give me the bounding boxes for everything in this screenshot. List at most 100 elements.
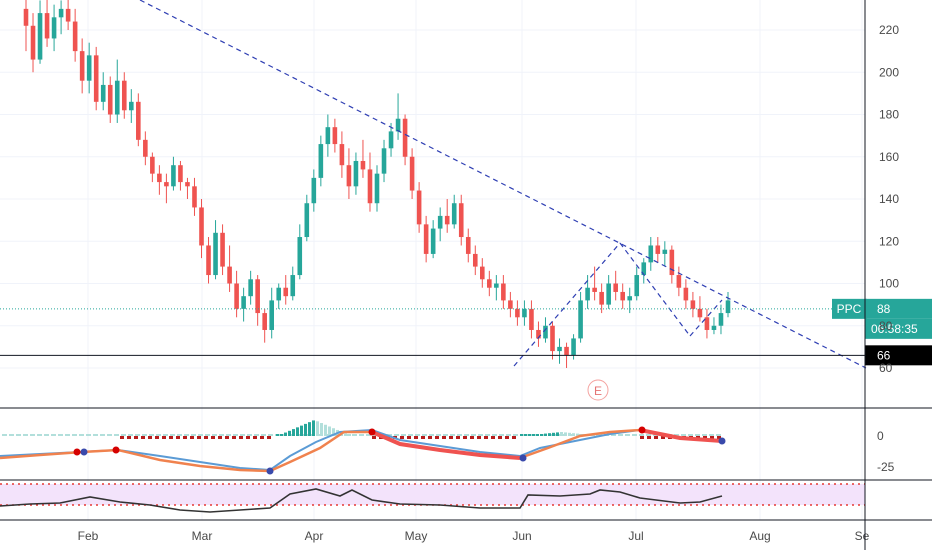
osc-hist-bar bbox=[292, 429, 295, 436]
osc-hist-dash bbox=[625, 434, 630, 436]
price-tick-label: 140 bbox=[879, 192, 899, 206]
candle-body bbox=[185, 182, 190, 187]
candle-body bbox=[472, 253, 478, 267]
osc-hist-dash bbox=[163, 434, 168, 436]
candle-body bbox=[297, 237, 303, 276]
osc-hist-bar bbox=[288, 430, 291, 436]
candle-body bbox=[164, 182, 169, 187]
osc-hist-bar bbox=[332, 428, 335, 436]
osc-hist-bar bbox=[528, 434, 531, 436]
candle-body bbox=[23, 8, 29, 26]
osc-hist-dash bbox=[212, 434, 217, 436]
osc-hist-bar bbox=[470, 436, 474, 439]
candle-body bbox=[487, 279, 492, 288]
time-tick-label: Mar bbox=[192, 529, 213, 543]
osc-hist-bar bbox=[564, 432, 567, 436]
osc-hist-bar bbox=[556, 432, 559, 436]
earnings-marker-label: E bbox=[594, 384, 602, 398]
candle-body bbox=[339, 144, 345, 166]
osc-hist-bar bbox=[647, 436, 651, 439]
osc-hist-dash bbox=[352, 434, 357, 436]
candle-body bbox=[262, 313, 267, 330]
osc-hist-bar bbox=[449, 436, 453, 439]
candle-body bbox=[178, 165, 183, 183]
osc-hist-bar bbox=[477, 436, 481, 439]
osc-hist-bar bbox=[204, 436, 208, 439]
osc-cross-dot bbox=[638, 426, 646, 434]
osc-hist-dash bbox=[107, 434, 112, 436]
osc-hist-bar bbox=[524, 434, 527, 436]
candle-body bbox=[501, 283, 506, 301]
time-tick-label: May bbox=[405, 529, 428, 543]
osc-hist-bar bbox=[148, 436, 152, 439]
candle-body bbox=[157, 173, 162, 183]
candle-body bbox=[234, 283, 239, 309]
osc-hist-dash bbox=[394, 434, 399, 436]
candle-body bbox=[704, 317, 710, 330]
osc-hist-dash bbox=[121, 434, 126, 436]
osc-hist-bar bbox=[316, 421, 319, 436]
osc-cross-dot bbox=[519, 454, 527, 462]
osc-hist-dash bbox=[639, 434, 644, 436]
osc-hist-dash bbox=[254, 434, 259, 436]
osc-hist-dash bbox=[219, 434, 224, 436]
osc-hist-bar bbox=[218, 436, 222, 439]
osc-hist-bar bbox=[246, 436, 250, 439]
price-tick-label: 180 bbox=[879, 108, 899, 122]
candle-body bbox=[241, 296, 246, 309]
osc-fast-line bbox=[0, 428, 723, 473]
candle-body bbox=[311, 177, 317, 204]
osc-bear-segment bbox=[371, 430, 521, 460]
osc-hist-dash bbox=[72, 434, 77, 436]
osc-hist-dash bbox=[429, 434, 434, 436]
osc-hist-bar bbox=[304, 423, 307, 436]
candle-body bbox=[269, 300, 274, 330]
osc-tick-label: -25 bbox=[877, 460, 895, 474]
candle-body bbox=[662, 249, 668, 254]
candle-body bbox=[655, 245, 661, 254]
candle-body bbox=[107, 84, 113, 115]
osc-hist-bar bbox=[654, 436, 658, 439]
osc-hist-bar bbox=[544, 433, 547, 436]
osc-hist-dash bbox=[9, 434, 14, 436]
osc-hist-dash bbox=[226, 434, 231, 436]
osc-hist-dash bbox=[149, 434, 154, 436]
osc-hist-bar bbox=[141, 436, 145, 439]
osc-hist-bar bbox=[407, 436, 411, 439]
osc-hist-dash bbox=[478, 434, 483, 436]
candle-body bbox=[683, 287, 689, 301]
osc-hist-dash bbox=[44, 434, 49, 436]
candle-body bbox=[676, 275, 682, 288]
osc-hist-dash bbox=[2, 434, 7, 436]
candle-body bbox=[620, 291, 625, 301]
candle-body bbox=[290, 275, 296, 297]
candle-body bbox=[248, 279, 253, 297]
candle-body bbox=[416, 190, 422, 225]
osc-hist-bar bbox=[232, 436, 236, 439]
osc-hist-dash bbox=[114, 434, 119, 436]
candle-body bbox=[536, 329, 541, 339]
symbol-label: PPC bbox=[837, 302, 862, 316]
osc-hist-dash bbox=[289, 434, 294, 436]
osc-hist-bar bbox=[560, 432, 563, 436]
osc-hist-dash bbox=[716, 434, 721, 436]
osc-hist-bar bbox=[284, 432, 287, 436]
osc-hist-dash bbox=[450, 434, 455, 436]
osc-hist-bar bbox=[572, 433, 575, 436]
time-tick-label: Feb bbox=[78, 529, 99, 543]
osc-hist-dash bbox=[674, 434, 679, 436]
osc-hist-bar bbox=[414, 436, 418, 439]
osc-hist-bar bbox=[127, 436, 131, 439]
osc-hist-bar bbox=[260, 436, 264, 439]
price-tick-label: 100 bbox=[879, 277, 899, 291]
rsi-line bbox=[0, 488, 723, 513]
candle-body bbox=[325, 127, 331, 145]
osc-hist-bar bbox=[435, 436, 439, 439]
candle-body bbox=[606, 283, 611, 305]
candle-body bbox=[72, 21, 78, 52]
candle-body bbox=[30, 25, 36, 60]
osc-hist-dash bbox=[184, 434, 189, 436]
candle-body bbox=[578, 300, 583, 339]
candle-body bbox=[346, 165, 352, 187]
